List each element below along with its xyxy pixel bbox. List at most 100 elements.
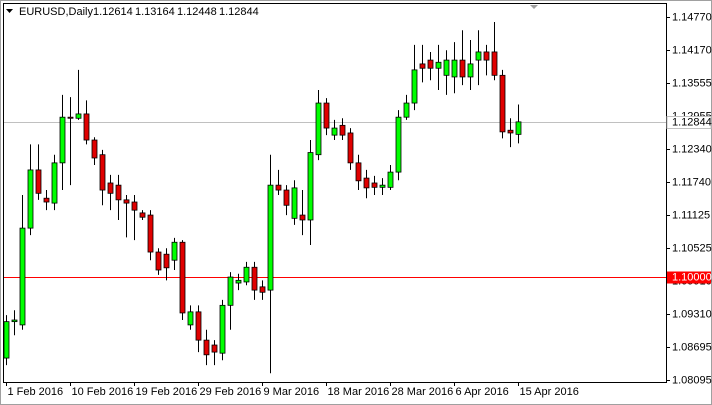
x-tick-label: 10 Feb 2016 [72, 386, 134, 398]
candle-body [331, 127, 338, 136]
candle-body [75, 113, 82, 119]
candle-body [291, 187, 298, 219]
candle-body [211, 344, 218, 353]
candle-body [483, 51, 490, 61]
candle-body [323, 102, 330, 129]
y-tick-label: 1.08095 [672, 374, 712, 386]
y-tick-label: 1.11740 [672, 176, 711, 188]
candle-body [499, 74, 506, 133]
y-tick-label: 1.14170 [672, 44, 712, 56]
candle-body [51, 162, 58, 204]
candle-body [419, 63, 426, 69]
candle-body [427, 59, 434, 69]
candle-body [107, 182, 114, 194]
x-tick-label: 15 Apr 2016 [520, 386, 579, 398]
candle-body [515, 121, 522, 135]
candle-body [259, 286, 266, 293]
x-tick-label: 1 Feb 2016 [8, 386, 64, 398]
candle-body [267, 184, 274, 291]
symbol-title: EURUSD,Daily [19, 6, 93, 18]
last-price-label: 1.12844 [672, 116, 712, 128]
candle-body [115, 184, 122, 201]
plot-area [3, 22, 666, 374]
candle-body [179, 241, 186, 314]
candle-body [411, 69, 418, 104]
candle-body [27, 169, 34, 229]
candle-body [355, 162, 362, 182]
candle-body [67, 116, 74, 119]
y-tick-label: 1.13555 [672, 77, 712, 89]
header-close: 1.12844 [219, 6, 259, 18]
candle-body [227, 276, 234, 306]
candle-body [435, 61, 442, 69]
header-low: 1.12448 [177, 6, 217, 18]
candle-body [139, 212, 146, 218]
y-tick-label: 1.09310 [672, 308, 712, 320]
candle-body [171, 241, 178, 261]
candle-body [91, 139, 98, 159]
x-tick-label: 18 Mar 2016 [328, 386, 390, 398]
shift-marker[interactable] [530, 5, 538, 9]
y-tick-label: 1.12340 [672, 143, 712, 155]
candle-body [243, 266, 250, 283]
candle-body [299, 214, 306, 221]
candle-body [387, 171, 394, 188]
candle-body [19, 227, 26, 326]
candle-body [59, 116, 66, 164]
candle-body [395, 116, 402, 173]
candle-body [507, 129, 514, 134]
candle-body [467, 63, 474, 78]
last-price-box [666, 116, 712, 129]
x-tick-label: 29 Feb 2016 [200, 386, 262, 398]
candle-body [459, 59, 466, 78]
candle-body [443, 59, 450, 76]
candle-body [347, 132, 354, 164]
candle-body [275, 184, 282, 191]
candle-body [123, 199, 130, 204]
candle-body [187, 311, 194, 326]
candle-body [195, 311, 202, 341]
plot-frame [3, 3, 667, 383]
candle-body [283, 189, 290, 206]
candle-body [379, 184, 386, 188]
candle-body [475, 51, 482, 61]
y-tick-label: 1.10525 [672, 242, 712, 254]
candle-body [219, 304, 226, 354]
candle-body [339, 124, 346, 136]
candle-body [307, 152, 314, 221]
candle-body [3, 321, 10, 359]
candle-body [491, 51, 498, 76]
header-open: 1.12614 [93, 6, 133, 18]
candle-body [203, 339, 210, 356]
candle-body [371, 182, 378, 188]
y-tick-label: 1.11125 [672, 209, 710, 221]
candle-body [251, 266, 258, 291]
candle-body [155, 251, 162, 271]
candle-body [403, 102, 410, 118]
x-tick-label: 28 Mar 2016 [392, 386, 454, 398]
x-tick-label: 9 Mar 2016 [264, 386, 320, 398]
header-high: 1.13164 [135, 6, 175, 18]
menu-arrow[interactable] [6, 9, 13, 13]
y-tick-label: 1.14770 [672, 11, 712, 23]
candle-body [99, 154, 106, 191]
candle-body [163, 253, 170, 269]
x-tick-label: 19 Feb 2016 [136, 386, 198, 398]
candle-body [35, 169, 42, 194]
candle-body [451, 59, 458, 78]
candle-body [83, 113, 90, 141]
candle-body [363, 177, 370, 189]
candle-body [147, 214, 154, 253]
candle-body [235, 279, 242, 284]
y-tick-label: 1.08695 [672, 341, 712, 353]
level-label: 1.10000 [672, 271, 712, 283]
x-tick-label: 6 Apr 2016 [456, 386, 509, 398]
candle-body [43, 197, 50, 203]
candle-body [11, 319, 18, 323]
level-label-box [667, 271, 711, 284]
candle-body [315, 102, 322, 156]
candle-body [131, 201, 138, 211]
